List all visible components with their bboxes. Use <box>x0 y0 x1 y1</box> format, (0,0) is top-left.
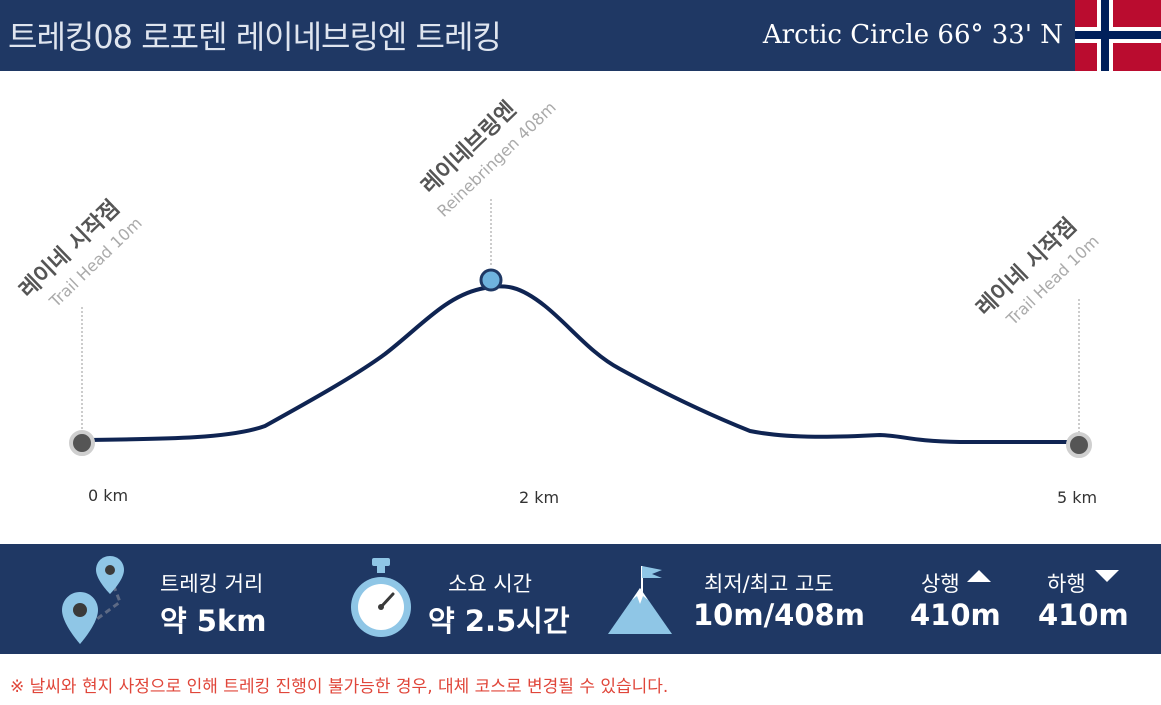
arctic-circle-tagline: Arctic Circle 66° 33' N <box>762 20 1063 50</box>
header-bar: 트레킹08 로포텐 레이네브링엔 트레킹 Arctic Circle 66° 3… <box>0 0 1161 71</box>
trek-stats-bar: 트레킹 거리 약 5km 소요 시간 약 2.5시간 최저/최고 고도 10m/… <box>0 544 1161 654</box>
stat-descent-value: 410m <box>1038 598 1129 632</box>
stat-altitude-value: 10m/408m <box>693 598 865 632</box>
stat-ascent-value: 410m <box>910 598 1001 632</box>
stat-time-label: 소요 시간 <box>448 572 532 596</box>
page-title: 트레킹08 로포텐 레이네브링엔 트레킹 <box>8 18 502 56</box>
elevation-profile: 레이네 시작점 Trail Head 10m 레이네브링엔 Reinebring… <box>15 97 1103 507</box>
trail-profile-line <box>80 284 1081 444</box>
summit-point-label: 레이네브링엔 Reinebringen 408m <box>417 97 560 221</box>
stat-distance-label: 트레킹 거리 <box>160 572 264 596</box>
start-marker <box>69 430 95 456</box>
mountain-flag-icon <box>608 566 672 634</box>
start-point-label: 레이네 시작점 Trail Head 10m <box>15 196 146 312</box>
stat-altitude-label: 최저/최고 고도 <box>704 572 834 596</box>
stat-distance-value: 약 5km <box>160 604 267 638</box>
map-pins-icon <box>62 556 124 644</box>
disclaimer-note: ※ 날씨와 현지 사정으로 인해 트레킹 진행이 불가능한 경우, 대체 코스로… <box>10 677 669 697</box>
triangle-down-icon <box>1095 570 1119 582</box>
norway-flag-icon <box>1075 0 1161 71</box>
distance-label-end: 5 km <box>1057 488 1097 507</box>
stat-time-value: 약 2.5시간 <box>428 604 570 638</box>
summit-marker <box>479 268 503 292</box>
stopwatch-icon <box>351 558 411 637</box>
stat-ascent-label: 상행 <box>921 572 960 596</box>
end-marker <box>1066 432 1092 458</box>
end-point-label: 레이네 시작점 Trail Head 10m <box>972 214 1103 330</box>
distance-label-start: 0 km <box>88 486 128 505</box>
triangle-up-icon <box>967 570 991 582</box>
stat-descent-label: 하행 <box>1047 572 1086 596</box>
distance-label-mid: 2 km <box>519 488 559 507</box>
